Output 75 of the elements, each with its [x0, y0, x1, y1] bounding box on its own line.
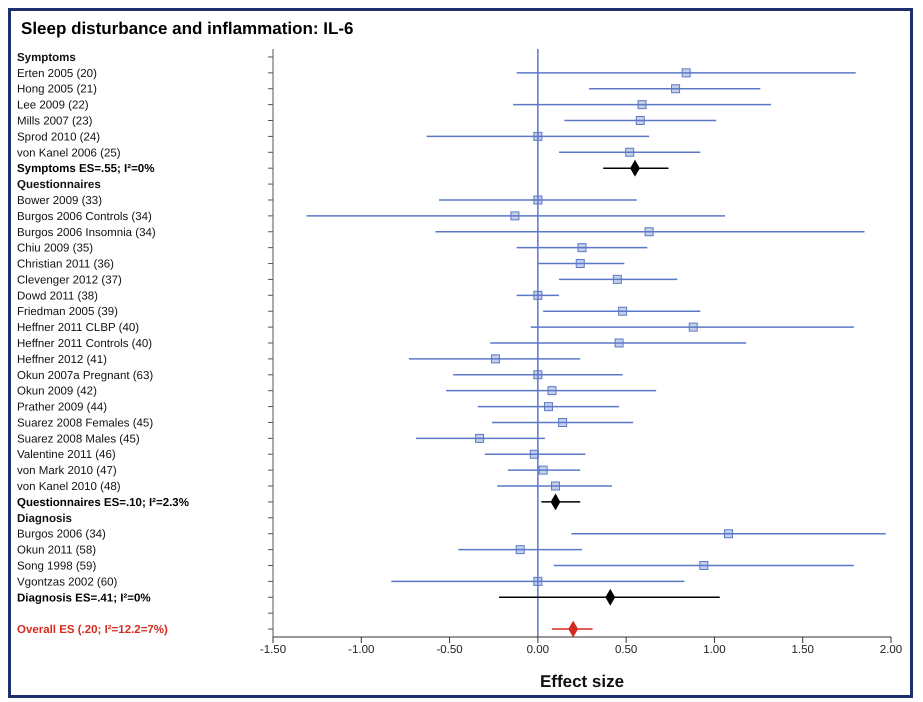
y-tick-label: Overall ES (.20; I²=12.2=7%): [17, 624, 168, 636]
y-tick-label: Burgos 2006 Insomnia (34): [17, 226, 156, 239]
point: [538, 466, 548, 475]
x-tick-label: -1.00: [348, 644, 374, 656]
point: [533, 370, 542, 380]
y-tick-label: von Kanel 2006 (25): [17, 147, 121, 160]
point: [576, 259, 585, 268]
point: [558, 418, 568, 427]
point: [638, 100, 647, 110]
point: [533, 576, 542, 586]
y-tick-label: Chiu 2009 (35): [17, 242, 94, 255]
point: [533, 290, 542, 300]
y-tick-label: Symptoms ES=.55; I²=0%: [17, 163, 154, 176]
y-tick-label: Questionnaires ES=.10; I²=2.3%: [17, 496, 189, 509]
y-tick-label: Heffner 2011 CLBP (40): [17, 322, 140, 334]
y-tick-label: Burgos 2006 (34): [17, 528, 106, 541]
point: [547, 386, 556, 396]
y-tick-label: Diagnosis ES=.41; I²=0%: [17, 592, 151, 604]
point: [612, 274, 622, 284]
y-tick-label: Okun 2007a Pregnant (63): [17, 370, 154, 382]
x-tick-label: 2.00: [880, 644, 902, 656]
x-axis-title: Effect size: [540, 672, 624, 692]
y-tick-label: Prather 2009 (44): [17, 402, 108, 414]
y-tick-label: Questionnaires: [17, 179, 101, 192]
point: [682, 68, 691, 78]
point: [544, 402, 553, 412]
y-tick-label: Burgos 2006 Controls (34): [17, 210, 152, 223]
y-tick-label: Valentine 2011 (46): [17, 449, 116, 462]
point: [699, 560, 708, 570]
y-tick-label: Lee 2009 (22): [17, 100, 89, 112]
y-tick-label: von Kanel 2010 (48): [17, 481, 121, 494]
y-tick-label: Mills 2007 (23): [17, 116, 93, 128]
y-tick-label: Okun 2009 (42): [17, 386, 98, 398]
y-tick-label: Sprod 2010 (24): [17, 131, 100, 144]
point: [724, 529, 734, 538]
y-tick-label: Okun 2011 (58): [17, 544, 96, 557]
y-tick-label: Christian 2011 (36): [17, 258, 114, 271]
y-tick-label: Dowd 2011 (38): [17, 290, 98, 302]
y-tick-label: Clevenger 2012 (37): [17, 274, 122, 286]
y-tick-label: Heffner 2012 (41): [17, 354, 108, 366]
point: [578, 243, 586, 252]
point: [510, 211, 520, 220]
point: [671, 84, 680, 94]
y-tick-label: Bower 2009 (33): [17, 194, 102, 207]
x-tick-label: 1.00: [703, 644, 726, 656]
x-tick-label: 0.00: [526, 644, 550, 656]
y-tick-label: Erten 2005 (20): [17, 68, 98, 80]
point: [688, 322, 698, 332]
y-tick-label: Friedman 2005 (39): [17, 306, 118, 318]
point: [618, 306, 628, 316]
point: [533, 132, 542, 141]
y-tick-label: Suarez 2008 Males (45): [17, 433, 140, 446]
chart-title: Sleep disturbance and inflammation: IL-6: [21, 19, 354, 39]
point: [625, 148, 634, 157]
point: [490, 354, 500, 364]
point: [644, 227, 654, 236]
x-tick-label: 1.50: [792, 644, 814, 656]
y-tick-label: Heffner 2011 Controls (40): [17, 338, 152, 350]
y-tick-label: von Mark 2010 (47): [17, 465, 117, 478]
x-tick-label: -0.50: [436, 644, 463, 656]
x-tick-label: -1.50: [260, 644, 286, 656]
point: [530, 450, 539, 459]
y-tick-label: Suarez 2008 Females (45): [17, 417, 154, 430]
y-tick-label: Song 1998 (59): [17, 560, 96, 572]
point: [551, 482, 560, 491]
point: [475, 434, 484, 443]
point: [614, 338, 624, 348]
y-tick-label: Hong 2005 (21): [17, 84, 98, 96]
point: [533, 195, 542, 204]
y-tick-label: Symptoms: [17, 52, 76, 64]
y-tick-label: Diagnosis: [17, 512, 72, 525]
point: [636, 116, 645, 126]
y-tick-label: Vgontzas 2002 (60): [17, 576, 118, 588]
x-tick-label: 0.50: [614, 644, 638, 656]
point: [516, 545, 525, 554]
